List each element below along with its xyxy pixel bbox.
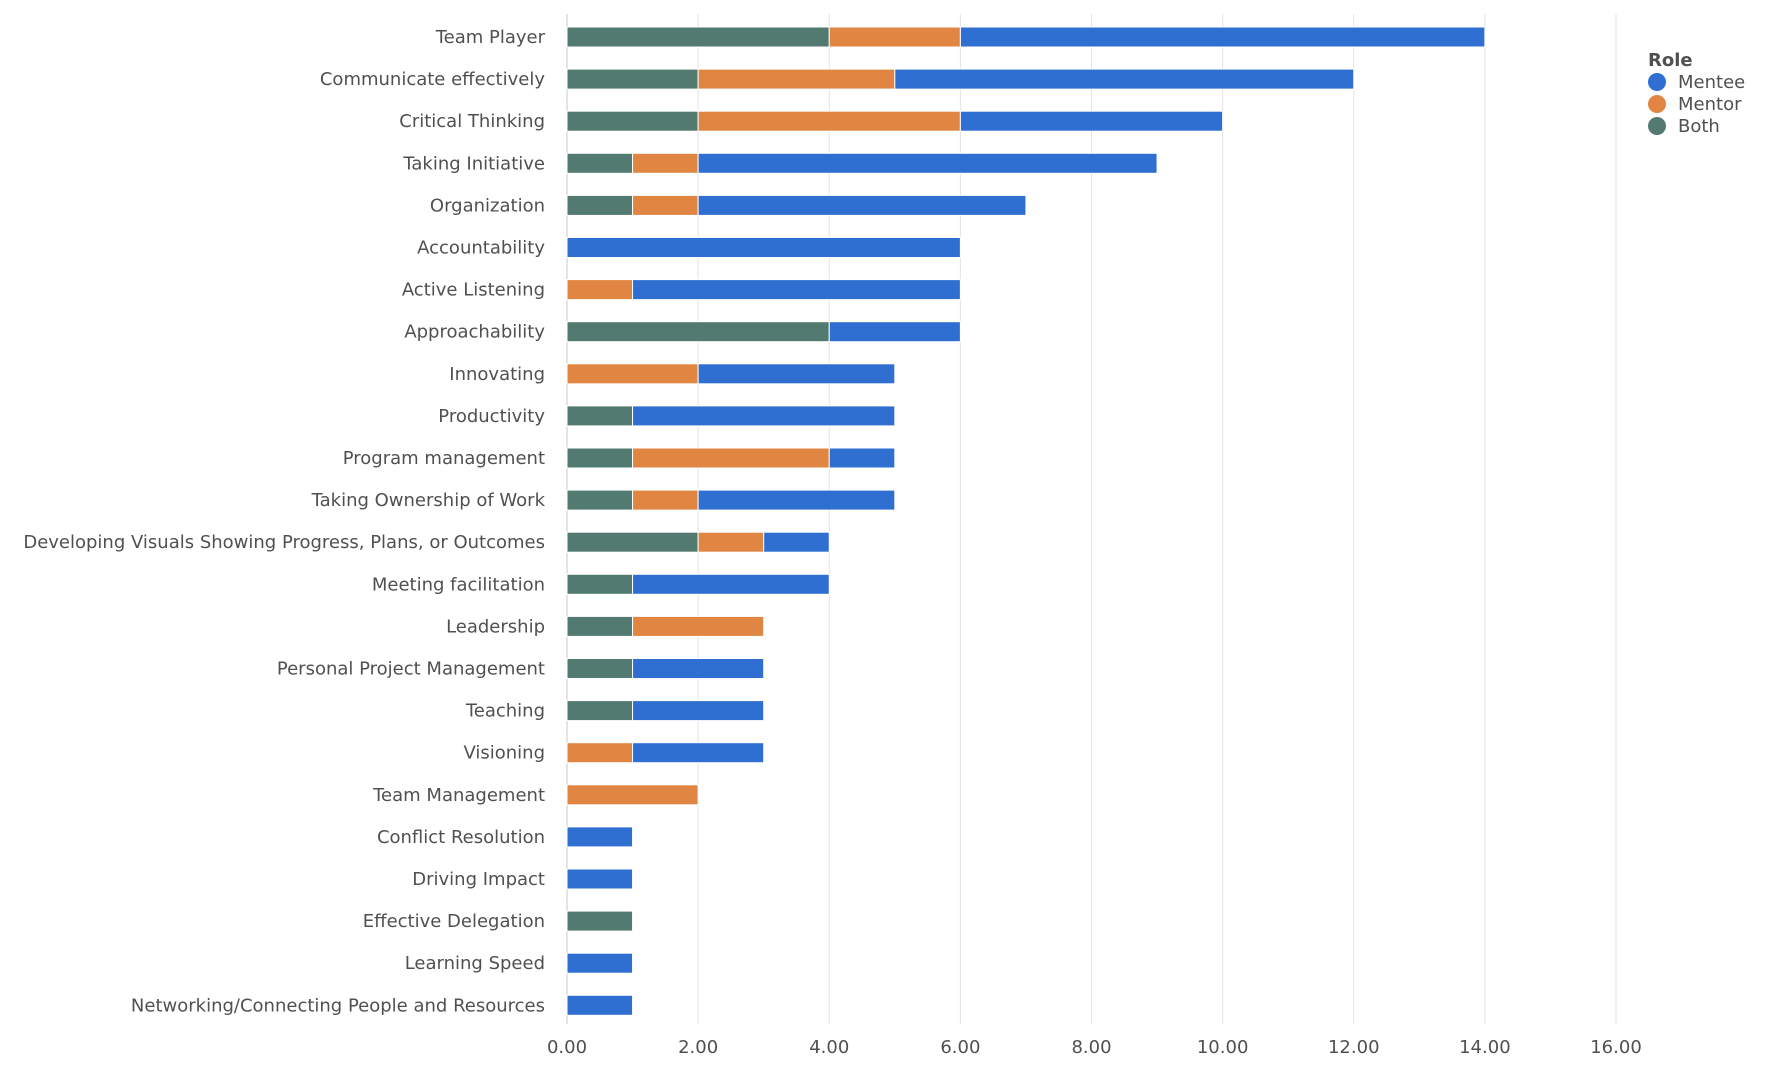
category-label: Developing Visuals Showing Progress, Pla… xyxy=(23,532,545,553)
category-label: Conflict Resolution xyxy=(377,827,545,848)
bar-segment-mentee[interactable] xyxy=(697,489,896,511)
bar-segment-mentee[interactable] xyxy=(566,237,961,258)
bar-segment-mentor[interactable] xyxy=(697,531,765,553)
bar-segment-both[interactable] xyxy=(566,573,634,595)
category-label: Taking Ownership of Work xyxy=(311,490,546,511)
bar-segment-mentor[interactable] xyxy=(697,110,961,132)
bar-segment-both[interactable] xyxy=(566,152,634,174)
bar-segment-mentee[interactable] xyxy=(697,152,1158,174)
category-labels: Team Player Communicate effectively Critic… xyxy=(23,27,545,1016)
category-label: Approachability xyxy=(404,322,545,343)
category-label: Leadership xyxy=(446,616,545,637)
category-label: Teaching xyxy=(465,701,545,722)
bar-segment-both[interactable] xyxy=(566,26,830,48)
category-label: Visioning xyxy=(463,743,545,764)
bar-segment-mentor[interactable] xyxy=(632,447,830,469)
x-tick-label: 4.00 xyxy=(809,1037,849,1058)
bar-segment-mentee[interactable] xyxy=(632,658,765,679)
category-label: Team Management xyxy=(372,785,545,806)
x-tick-label: 8.00 xyxy=(1071,1037,1111,1058)
bar-segment-both[interactable] xyxy=(566,321,830,343)
bars-layer xyxy=(566,26,1486,1016)
bar-segment-both[interactable] xyxy=(566,110,699,132)
bar-segment-mentor[interactable] xyxy=(697,68,896,90)
category-label: Program management xyxy=(343,448,545,469)
bar-segment-mentee[interactable] xyxy=(697,194,1027,216)
category-label: Critical Thinking xyxy=(399,111,545,132)
bar-segment-both[interactable] xyxy=(566,531,699,553)
legend-swatch-mentor[interactable] xyxy=(1648,95,1666,113)
x-tick-label: 14.00 xyxy=(1459,1037,1511,1058)
bar-segment-mentee[interactable] xyxy=(632,279,961,301)
category-label: Driving Impact xyxy=(412,869,545,890)
category-label: Innovating xyxy=(449,364,545,385)
x-tick-label: 12.00 xyxy=(1328,1037,1380,1058)
legend-swatch-mentee[interactable] xyxy=(1648,73,1666,91)
bar-segment-both[interactable] xyxy=(566,405,634,427)
category-label: Taking Initiative xyxy=(402,153,545,174)
bar-segment-both[interactable] xyxy=(566,194,634,216)
bar-segment-mentee[interactable] xyxy=(697,363,896,385)
bar-segment-mentee[interactable] xyxy=(959,26,1486,48)
bar-segment-both[interactable] xyxy=(566,700,634,722)
category-label: Learning Speed xyxy=(405,953,545,974)
bar-segment-mentee[interactable] xyxy=(566,868,634,890)
bar-segment-mentee[interactable] xyxy=(828,447,896,469)
x-tick-label: 16.00 xyxy=(1590,1037,1642,1058)
category-label: Effective Delegation xyxy=(363,911,545,932)
legend-swatch-both[interactable] xyxy=(1648,117,1666,135)
bar-segment-mentee[interactable] xyxy=(566,994,634,1016)
bar-segment-both[interactable] xyxy=(566,910,634,932)
bar-segment-mentor[interactable] xyxy=(566,279,634,301)
bar-segment-both[interactable] xyxy=(566,68,699,90)
x-axis-ticks: 0.00 2.00 4.00 6.00 8.00 10.00 12.00 14.00 16.00 xyxy=(547,1037,1642,1058)
x-tick-label: 0.00 xyxy=(547,1037,587,1058)
legend-label-mentee[interactable]: Mentee xyxy=(1678,72,1745,93)
legend-title: Role xyxy=(1648,50,1693,71)
bar-segment-mentor[interactable] xyxy=(828,26,961,48)
category-label: Active Listening xyxy=(402,280,545,301)
category-label: Networking/Connecting People and Resourc… xyxy=(131,995,545,1016)
bar-segment-both[interactable] xyxy=(566,658,634,679)
bar-segment-mentor[interactable] xyxy=(566,784,699,806)
x-tick-label: 2.00 xyxy=(678,1037,718,1058)
bar-segment-mentee[interactable] xyxy=(959,110,1224,132)
bar-segment-mentor[interactable] xyxy=(632,152,699,174)
legend-label-mentor[interactable]: Mentor xyxy=(1678,94,1742,115)
bar-segment-mentee[interactable] xyxy=(894,68,1355,90)
category-label: Personal Project Management xyxy=(277,659,545,680)
bar-segment-mentee[interactable] xyxy=(828,321,961,343)
grid-layer xyxy=(566,14,1617,1024)
bar-segment-mentee[interactable] xyxy=(632,405,896,427)
bar-segment-mentor[interactable] xyxy=(632,489,699,511)
x-tick-label: 10.00 xyxy=(1197,1037,1249,1058)
bar-segment-mentee[interactable] xyxy=(566,952,634,974)
bar-segment-both[interactable] xyxy=(566,489,634,511)
category-label: Meeting facilitation xyxy=(372,574,545,595)
bar-segment-mentee[interactable] xyxy=(566,826,634,848)
category-label: Communicate effectively xyxy=(320,69,545,90)
x-tick-label: 6.00 xyxy=(940,1037,980,1058)
category-label: Accountability xyxy=(417,238,545,259)
bar-segment-mentee[interactable] xyxy=(632,573,830,595)
bar-segment-mentor[interactable] xyxy=(566,363,699,385)
bar-segment-mentee[interactable] xyxy=(632,700,765,722)
bar-segment-mentee[interactable] xyxy=(763,531,830,553)
bar-segment-mentee[interactable] xyxy=(632,742,765,764)
category-label: Team Player xyxy=(435,27,546,48)
bar-segment-mentor[interactable] xyxy=(632,194,699,216)
category-label: Organization xyxy=(430,195,545,216)
bar-segment-both[interactable] xyxy=(566,447,634,469)
bar-segment-mentor[interactable] xyxy=(632,615,765,637)
bar-segment-both[interactable] xyxy=(566,615,634,637)
bar-segment-mentor[interactable] xyxy=(566,742,634,764)
category-label: Productivity xyxy=(438,406,545,427)
legend-label-both[interactable]: Both xyxy=(1678,116,1720,137)
